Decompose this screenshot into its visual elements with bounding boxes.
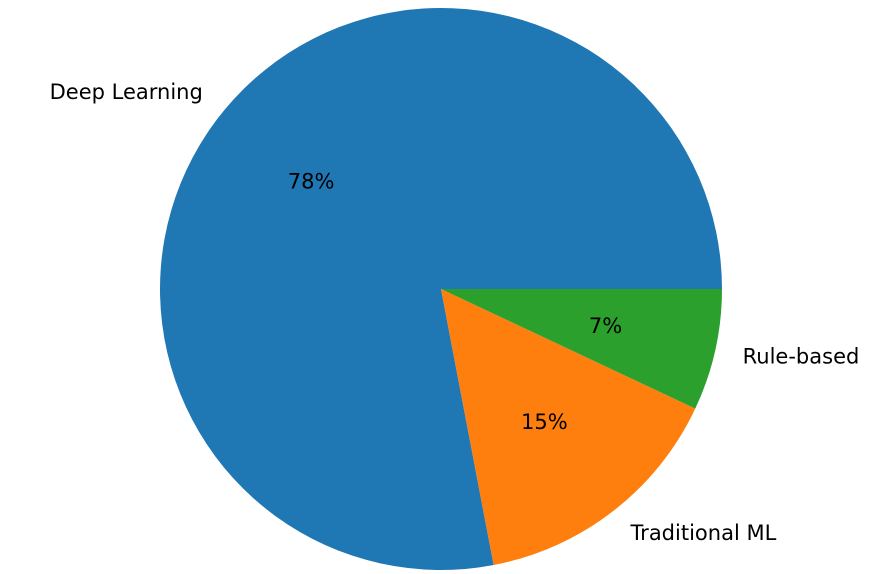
pie-slices [159,8,722,571]
pie-slice-rule-based [441,289,722,409]
pie-labels: 78% Deep Learning 15% Traditional ML 7% Rule-… [50,80,860,545]
pct-label-deep-learning: 78% [288,170,335,194]
pct-label-rule-based: 7% [589,314,622,338]
pie-slice-traditional-ml [441,289,696,566]
category-label-deep-learning: Deep Learning [50,80,203,104]
pct-label-traditional-ml: 15% [521,410,568,434]
category-label-traditional-ml: Traditional ML [629,521,776,545]
category-label-rule-based: Rule-based [743,344,860,368]
